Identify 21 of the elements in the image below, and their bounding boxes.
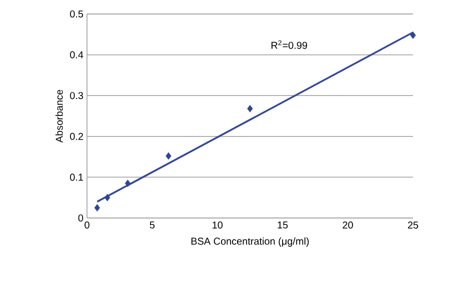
annotation: R$^{2}$=0.99 — [272, 40, 308, 49]
x-tick-label: 15 — [278, 222, 288, 228]
x-tick-label: 25 — [408, 222, 418, 229]
point — [94, 204, 100, 212]
y-axis-title: Absorbance — [55, 90, 63, 143]
x-tick-label: 0 — [84, 222, 90, 229]
x-axis-title: BSA Concentration (μg/ml) — [191, 237, 309, 247]
y-tick-label: 0.1 — [70, 174, 83, 181]
y-tick-label: 0.2 — [70, 132, 83, 140]
y-tick-label: 0 — [78, 214, 84, 222]
y-tick-label: 0.4 — [70, 51, 84, 58]
y-tick-label: 0.5 — [70, 10, 84, 18]
point — [104, 194, 110, 202]
point — [410, 32, 416, 39]
x-tick-label: 10 — [212, 222, 223, 229]
x-tick-label: 20 — [342, 222, 353, 229]
point — [124, 180, 131, 188]
y-tick-label: 0.3 — [70, 92, 84, 100]
x-tick-label: 5 — [150, 222, 155, 228]
point — [247, 104, 253, 112]
point — [166, 152, 172, 160]
